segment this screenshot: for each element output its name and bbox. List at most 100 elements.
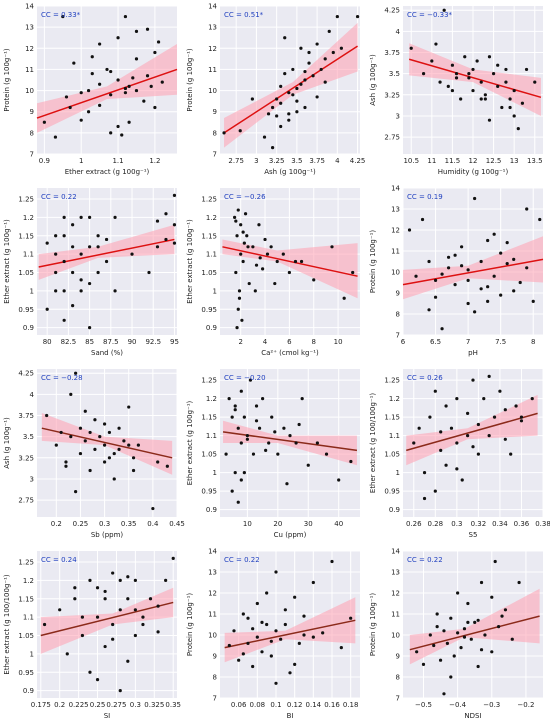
data-point bbox=[303, 69, 307, 74]
data-point bbox=[335, 14, 339, 19]
data-point bbox=[227, 397, 231, 401]
y-tick-label: 1.25 bbox=[18, 196, 34, 204]
data-point bbox=[279, 124, 283, 129]
data-point bbox=[53, 135, 58, 139]
y-tick-label: 1.15 bbox=[201, 414, 217, 422]
data-point bbox=[109, 93, 113, 97]
data-point bbox=[449, 616, 453, 620]
data-point bbox=[479, 259, 483, 264]
data-point bbox=[271, 105, 275, 110]
data-point bbox=[79, 91, 83, 95]
data-point bbox=[88, 215, 92, 219]
y-tick-label: 1.05 bbox=[384, 451, 400, 459]
data-point bbox=[116, 36, 120, 40]
correlation-label: CC = 0.33* bbox=[41, 11, 81, 19]
data-point bbox=[171, 556, 175, 560]
regression-line bbox=[223, 45, 358, 134]
x-tick-label: 0.28 bbox=[428, 520, 444, 528]
data-point bbox=[165, 464, 169, 468]
y-tick-label: 1.1 bbox=[23, 251, 34, 259]
panel-9: 0.26 0.28 0.3 0.32 0.34 0.36 0.38 0.9 0.95 1 1.05 1… bbox=[369, 369, 550, 539]
data-point bbox=[444, 463, 448, 467]
data-point bbox=[71, 270, 75, 275]
data-point bbox=[432, 643, 436, 648]
y-tick-label: 3 bbox=[30, 475, 34, 483]
data-point bbox=[295, 110, 299, 114]
y-tick-label: 2.75 bbox=[384, 134, 400, 142]
panel-10: 0.175 0.2 0.225 0.25 0.275 0.3 0.325 0.35 0.9 0.9… bbox=[3, 551, 181, 720]
data-point bbox=[487, 434, 491, 438]
y-tick-label: 1.2 bbox=[23, 214, 34, 222]
data-point bbox=[471, 445, 475, 449]
y-tick-label: 3.75 bbox=[18, 412, 34, 420]
regression-line bbox=[222, 431, 358, 452]
data-point bbox=[127, 405, 131, 409]
regression-line bbox=[222, 246, 358, 277]
x-tick-label: 6 bbox=[401, 338, 406, 346]
data-point bbox=[279, 84, 283, 88]
data-point bbox=[297, 422, 301, 427]
y-tick-label: 0.9 bbox=[206, 324, 217, 332]
y-tick-label: 0.9 bbox=[389, 506, 400, 514]
data-point bbox=[295, 86, 299, 91]
data-point bbox=[496, 63, 500, 67]
panel-4: 80 82.5 85 87.5 90 92.5 95 0.9 0.95 1 1.05 1.1 1.15 1… bbox=[3, 188, 179, 357]
data-point bbox=[487, 118, 492, 122]
data-point bbox=[463, 55, 467, 59]
x-tick-label: 0.34 bbox=[492, 520, 508, 528]
x-axis-label: BI bbox=[287, 712, 294, 720]
data-point bbox=[79, 118, 83, 122]
y-tick-label: 1.1 bbox=[206, 432, 217, 440]
data-point bbox=[517, 580, 521, 585]
data-point bbox=[351, 270, 355, 275]
x-tick-label: 20 bbox=[273, 520, 282, 528]
data-point bbox=[117, 447, 121, 451]
data-point bbox=[155, 219, 160, 223]
data-point bbox=[253, 289, 257, 293]
data-point bbox=[283, 72, 287, 76]
data-point bbox=[245, 234, 249, 238]
data-point bbox=[440, 327, 444, 331]
data-point bbox=[172, 193, 177, 197]
data-point bbox=[282, 426, 286, 430]
regression-line bbox=[38, 238, 175, 268]
data-point bbox=[503, 437, 507, 441]
y-tick-label: 11 bbox=[391, 248, 400, 256]
panel-1: 0.9 1 1.1 1.2 7 8 9 10 11 12 13 14 CC = 0.33* Ether e… bbox=[3, 3, 178, 176]
data-point bbox=[307, 50, 311, 55]
data-point bbox=[297, 641, 301, 645]
x-tick-label: −0.3 bbox=[483, 701, 500, 709]
x-tick-label: 7 bbox=[466, 338, 470, 346]
x-tick-label: 11.5 bbox=[445, 157, 461, 165]
correlation-label: CC = −0.33* bbox=[407, 11, 453, 19]
x-tick-label: 13.5 bbox=[527, 157, 543, 165]
data-point bbox=[509, 452, 513, 456]
correlation-label: CC = 0.26 bbox=[407, 374, 443, 382]
y-tick-label: 2.75 bbox=[18, 497, 34, 505]
y-tick-label: 10 bbox=[25, 87, 34, 95]
data-point bbox=[96, 245, 100, 249]
data-point bbox=[96, 234, 100, 238]
data-point bbox=[241, 230, 245, 234]
data-point bbox=[79, 215, 83, 219]
data-point bbox=[156, 604, 160, 608]
data-point bbox=[103, 644, 107, 649]
x-tick-label: 0.32 bbox=[471, 520, 487, 528]
y-tick-label: 10 bbox=[208, 87, 217, 95]
correlation-label: CC = 0.22 bbox=[41, 193, 77, 201]
x-tick-label: 0.3 bbox=[130, 701, 141, 709]
y-tick-label: 1.1 bbox=[23, 614, 34, 622]
data-point bbox=[483, 93, 487, 97]
data-point bbox=[164, 578, 168, 582]
y-tick-label: 3.5 bbox=[23, 433, 34, 441]
data-point bbox=[254, 419, 259, 423]
data-point bbox=[86, 110, 91, 114]
x-axis-label: Ether extract (g 100g⁻¹) bbox=[65, 168, 150, 176]
y-tick-label: 0.9 bbox=[23, 687, 34, 695]
x-tick-label: 2.75 bbox=[228, 157, 244, 165]
data-point bbox=[331, 50, 335, 55]
y-axis-label: Ether extract (g 100/100g⁻¹) bbox=[3, 574, 11, 674]
data-point bbox=[466, 268, 470, 272]
regression-line bbox=[408, 58, 542, 99]
data-point bbox=[518, 280, 522, 285]
